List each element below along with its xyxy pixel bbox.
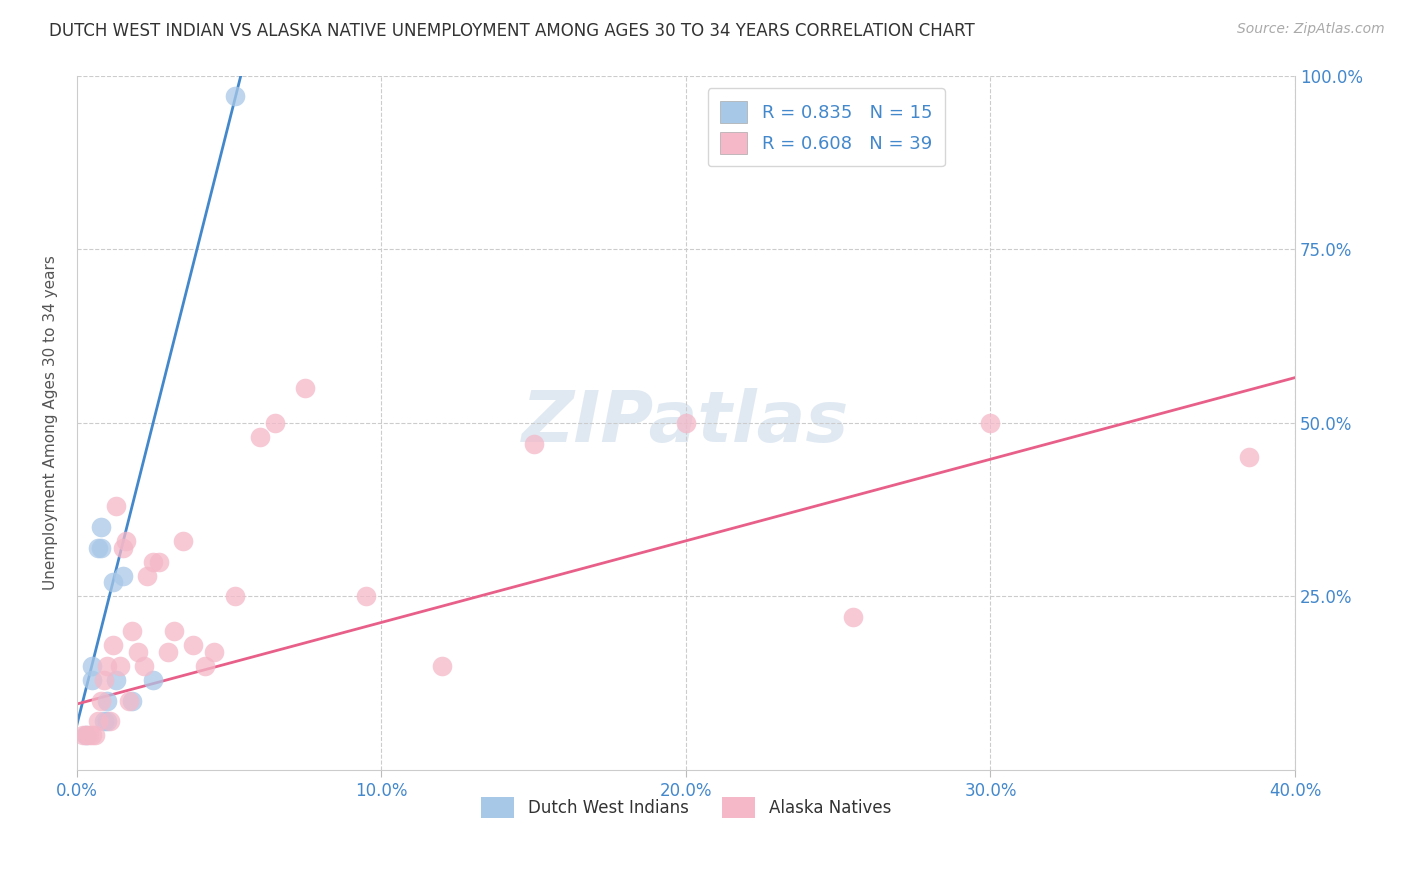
- Point: [108, 658, 131, 673]
- Point: [96, 693, 118, 707]
- Text: DUTCH WEST INDIAN VS ALASKA NATIVE UNEMPLOYMENT AMONG AGES 30 TO 34 YEARS CORREL: DUTCH WEST INDIAN VS ALASKA NATIVE UNEMP…: [49, 22, 974, 40]
- Point: [142, 673, 165, 687]
- Point: [127, 645, 149, 659]
- Point: [523, 436, 546, 450]
- Point: [111, 568, 134, 582]
- Point: [111, 541, 134, 555]
- Point: [224, 89, 246, 103]
- Point: [90, 520, 112, 534]
- Point: [172, 533, 194, 548]
- Point: [75, 728, 97, 742]
- Point: [87, 714, 110, 729]
- Point: [84, 728, 107, 742]
- Point: [354, 590, 377, 604]
- Point: [249, 430, 271, 444]
- Point: [105, 499, 128, 513]
- Point: [181, 638, 204, 652]
- Point: [148, 555, 170, 569]
- Point: [103, 638, 125, 652]
- Point: [87, 541, 110, 555]
- Point: [105, 673, 128, 687]
- Text: ZIPatlas: ZIPatlas: [522, 388, 849, 458]
- Point: [90, 693, 112, 707]
- Point: [132, 658, 155, 673]
- Point: [202, 645, 225, 659]
- Point: [103, 575, 125, 590]
- Text: Source: ZipAtlas.com: Source: ZipAtlas.com: [1237, 22, 1385, 37]
- Point: [157, 645, 180, 659]
- Point: [121, 624, 143, 639]
- Point: [77, 728, 100, 742]
- Point: [96, 714, 118, 729]
- Point: [1239, 450, 1261, 465]
- Point: [75, 728, 97, 742]
- Point: [121, 693, 143, 707]
- Point: [842, 610, 865, 624]
- Point: [142, 555, 165, 569]
- Point: [96, 658, 118, 673]
- Point: [294, 381, 316, 395]
- Point: [432, 658, 454, 673]
- Point: [90, 541, 112, 555]
- Point: [263, 416, 285, 430]
- Point: [72, 728, 94, 742]
- Point: [93, 673, 115, 687]
- Point: [114, 533, 136, 548]
- Point: [224, 590, 246, 604]
- Point: [117, 693, 139, 707]
- Point: [82, 728, 104, 742]
- Point: [82, 658, 104, 673]
- Point: [979, 416, 1001, 430]
- Legend: Dutch West Indians, Alaska Natives: Dutch West Indians, Alaska Natives: [474, 790, 897, 824]
- Point: [98, 714, 121, 729]
- Point: [675, 416, 697, 430]
- Point: [163, 624, 186, 639]
- Point: [82, 673, 104, 687]
- Y-axis label: Unemployment Among Ages 30 to 34 years: Unemployment Among Ages 30 to 34 years: [44, 255, 58, 591]
- Point: [194, 658, 217, 673]
- Point: [135, 568, 157, 582]
- Point: [93, 714, 115, 729]
